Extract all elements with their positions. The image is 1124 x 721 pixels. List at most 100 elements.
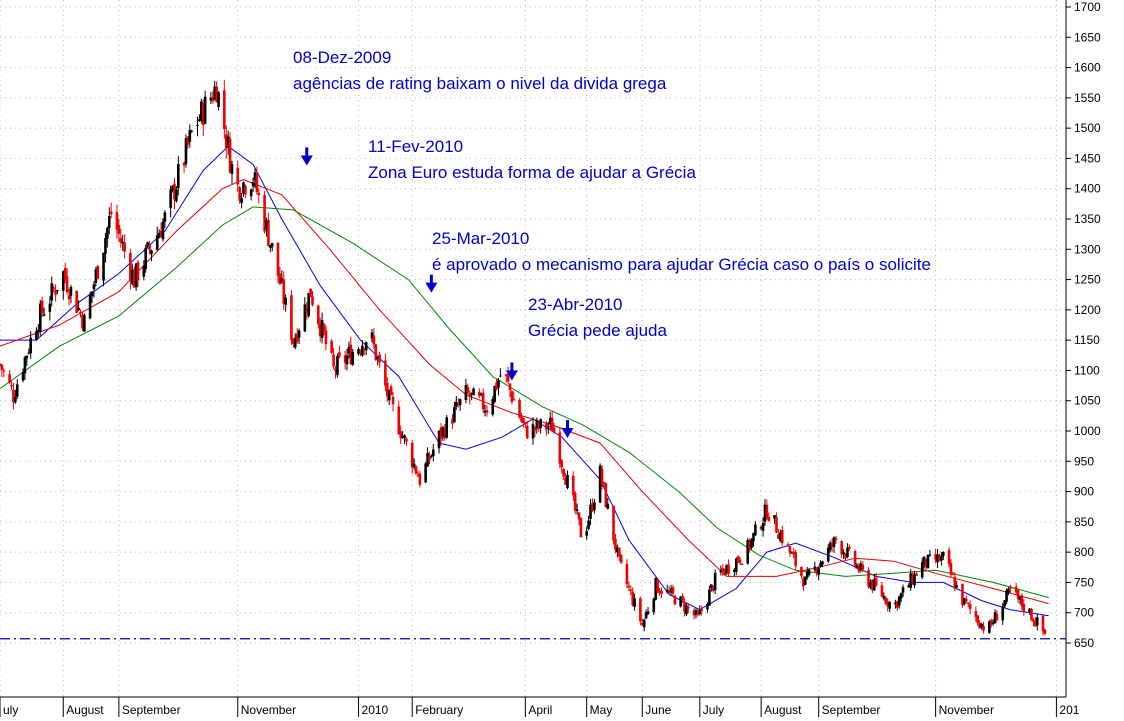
candle-body [966,602,970,604]
annotation-date: 25-Mar-2010 [432,229,529,248]
y-axis-ticks: 650 700 750 800 850 900 950 1000 1050 1100 1150 120… [1066,0,1101,650]
candle-body [418,473,422,485]
candle-body [880,585,884,597]
candle-body [669,588,673,593]
candle-body [619,554,623,563]
candle-body [504,374,508,376]
candle-body [251,182,255,187]
candle-body [1032,619,1035,622]
candle-body [441,427,445,436]
candle-body [478,392,481,396]
candle-body [1016,589,1020,599]
candle-body [725,565,728,574]
candle-body [614,538,617,550]
candle-body [1030,608,1033,621]
candle-body [897,596,901,606]
candle-body [1014,586,1018,593]
candle-body [196,124,199,127]
candle-body [794,551,797,567]
candle-body [961,583,964,606]
candle-body [439,427,443,439]
candle-body [387,390,391,401]
candle-body [859,563,863,570]
x-tick-label: September [122,703,181,717]
candle-body [322,324,326,333]
candle-body [303,304,307,332]
candle-body [23,357,27,374]
candle-body [121,242,125,244]
candle-body [679,596,682,607]
candle-body [458,399,462,406]
candle-body [94,269,98,284]
candle-body [571,475,575,496]
candle-body [54,290,57,295]
candle-body [633,598,636,607]
candle-body [861,564,865,570]
candle-body [802,578,805,587]
candle-body [740,563,744,565]
candle-body [775,517,778,533]
candle-body [855,565,859,568]
candle-body [598,465,602,503]
x-axis-ticks: uly August September November 2010 February Ap… [0,697,1080,717]
candle-body [940,555,943,561]
candle-body [560,460,564,468]
annotation-date: 08-Dez-2009 [293,48,391,67]
candle-body [953,576,957,589]
candle-body [48,303,52,312]
candle-body [284,297,287,305]
candle-body [733,569,736,572]
candle-body [819,562,822,567]
candle-body [334,368,337,372]
candle-body [343,355,347,363]
candle-body [938,556,941,562]
candle-body [142,265,146,277]
candle-body [978,622,982,629]
candle-body [65,276,69,293]
candle-body [591,503,594,511]
candle-body [307,293,310,317]
candle-body [0,363,2,365]
candle-body [963,598,966,604]
candle-body [255,174,259,193]
candle-body [318,323,322,337]
candle-body [292,338,295,344]
candle-body [223,90,226,130]
candle-body [226,136,230,146]
candle-body [211,97,215,102]
candle-body [508,383,512,391]
candle-body [792,551,796,555]
candle-body [894,602,897,605]
candle-body [351,352,355,365]
candle-body [244,186,247,195]
candle-body [25,355,29,359]
candle-body [175,189,178,202]
candle-body [270,243,274,247]
candle-body [430,455,433,457]
candle-body [499,375,502,377]
candle-body [134,263,138,288]
annotation-text: Zona Euro estuda forma de ajudar a Gréci… [368,163,696,182]
candle-body [911,574,914,585]
candle-body [665,589,669,593]
candle-body [646,611,650,614]
candle-body [696,612,700,615]
candle-body [1001,606,1005,621]
y-tick-label: 1250 [1074,273,1101,287]
candle-body [249,189,253,197]
candle-body [600,468,604,485]
candle-body [807,570,811,575]
annotation-date: 11-Fev-2010 [368,137,463,156]
candle-body [324,330,328,345]
candle-body [968,604,972,610]
candle-body [265,219,268,230]
candle-body [754,524,757,536]
annotation-arrow-head [300,155,313,166]
candle-body [203,96,207,124]
candle-body [2,370,6,372]
x-tick-label: June [645,703,671,717]
candle-body [617,547,621,557]
candle-body [338,352,341,357]
candle-body [564,477,567,485]
